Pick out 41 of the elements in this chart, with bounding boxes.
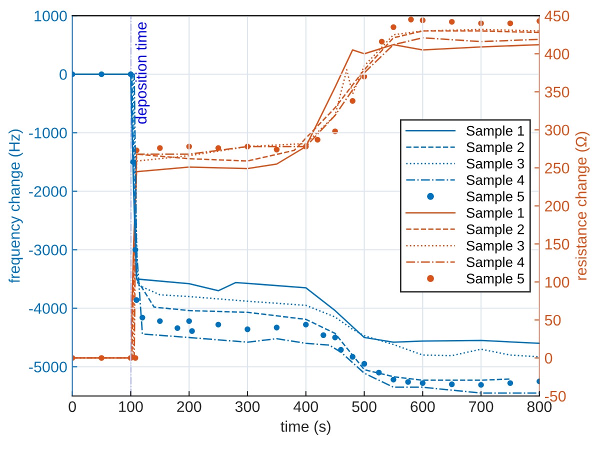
legend-label: Sample 4 bbox=[466, 256, 524, 270]
y2-tick-label: 250 bbox=[545, 162, 570, 174]
legend-label: Sample 5 bbox=[466, 191, 524, 204]
y2-tick-label: 350 bbox=[544, 86, 570, 98]
y2-tick-label: 450 bbox=[544, 10, 570, 22]
y-tick-label: -3000 bbox=[29, 244, 67, 256]
legend-label: Sample 2 bbox=[466, 224, 524, 237]
x-tick-label: 500 bbox=[352, 401, 376, 412]
y2-tick-label: 0 bbox=[544, 352, 552, 364]
x-tick-label: 700 bbox=[469, 401, 494, 412]
x-tick-label: 0 bbox=[68, 401, 76, 412]
y-tick-label: 0 bbox=[60, 69, 67, 80]
x-axis-title: time (s) bbox=[280, 420, 330, 435]
y-axis-title: frequency change (Hz) bbox=[8, 130, 23, 283]
legend-label: Sample 5 bbox=[466, 273, 524, 286]
y-tick-label: -4000 bbox=[29, 303, 67, 314]
legend-label: Sample 3 bbox=[466, 240, 524, 254]
y2-axis-title: resistance change (Ω) bbox=[575, 132, 590, 280]
y-tick-label: -1000 bbox=[29, 128, 67, 138]
y-tick-label: -2000 bbox=[29, 186, 67, 197]
x-tick-label: 100 bbox=[119, 401, 143, 412]
legend-label: Sample 4 bbox=[466, 174, 524, 188]
y2-tick-label: 100 bbox=[545, 276, 570, 288]
y2-tick-label: -50 bbox=[544, 390, 566, 402]
legend-label: Sample 1 bbox=[466, 126, 524, 138]
y-tick-label: -5000 bbox=[29, 362, 67, 372]
y2-tick-label: 200 bbox=[545, 200, 570, 212]
legend-label: Sample 2 bbox=[466, 142, 524, 155]
legend-label: Sample 1 bbox=[466, 208, 524, 221]
ref-line-label: deposition time bbox=[135, 22, 150, 124]
legend-label: Sample 3 bbox=[466, 158, 524, 172]
x-tick-label: 200 bbox=[177, 401, 202, 412]
y2-tick-label: 50 bbox=[544, 314, 561, 326]
x-tick-label: 400 bbox=[293, 401, 318, 412]
y-tick-label: 1000 bbox=[34, 10, 67, 22]
y2-tick-label: 400 bbox=[544, 48, 570, 60]
x-tick-label: 600 bbox=[410, 401, 435, 412]
x-tick-label: 800 bbox=[527, 401, 552, 412]
x-tick-label: 300 bbox=[235, 401, 260, 412]
y2-tick-label: 150 bbox=[545, 238, 570, 250]
y2-tick-label: 300 bbox=[544, 124, 570, 136]
